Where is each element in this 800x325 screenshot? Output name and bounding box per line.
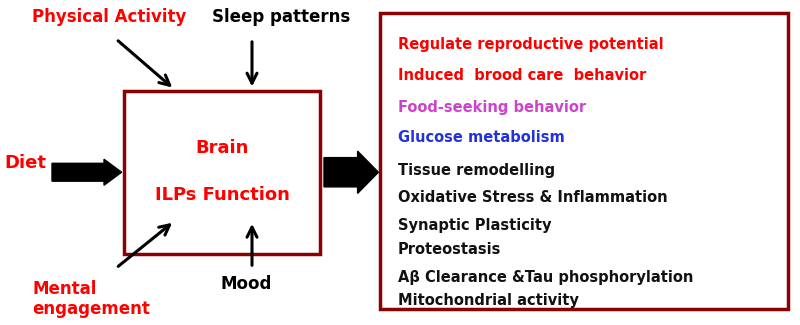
Text: Brain: Brain [195, 139, 249, 157]
Text: Sleep patterns: Sleep patterns [212, 8, 350, 26]
Bar [124, 91, 320, 254]
Text: Mental
engagement: Mental engagement [32, 280, 150, 318]
Text: Mitochondrial activity: Mitochondrial activity [398, 293, 578, 308]
FancyArrow shape [324, 151, 378, 193]
Text: Proteostasis: Proteostasis [398, 242, 501, 257]
Text: Oxidative Stress & Inflammation: Oxidative Stress & Inflammation [398, 190, 667, 205]
FancyArrow shape [52, 159, 122, 185]
Text: Food-seeking behavior: Food-seeking behavior [398, 100, 586, 115]
Text: Glucose metabolism: Glucose metabolism [398, 130, 564, 145]
Bar [380, 13, 788, 309]
Text: Tissue remodelling: Tissue remodelling [398, 163, 554, 178]
Text: ILPs Function: ILPs Function [154, 186, 290, 204]
Text: Synaptic Plasticity: Synaptic Plasticity [398, 218, 551, 233]
Text: Regulate reproductive potential: Regulate reproductive potential [398, 36, 663, 52]
Text: Diet: Diet [4, 153, 46, 172]
Text: Mood: Mood [220, 275, 271, 292]
Text: Aβ Clearance &Tau phosphorylation: Aβ Clearance &Tau phosphorylation [398, 270, 693, 285]
Text: Induced  brood care  behavior: Induced brood care behavior [398, 68, 646, 83]
Text: Physical Activity: Physical Activity [32, 8, 186, 26]
